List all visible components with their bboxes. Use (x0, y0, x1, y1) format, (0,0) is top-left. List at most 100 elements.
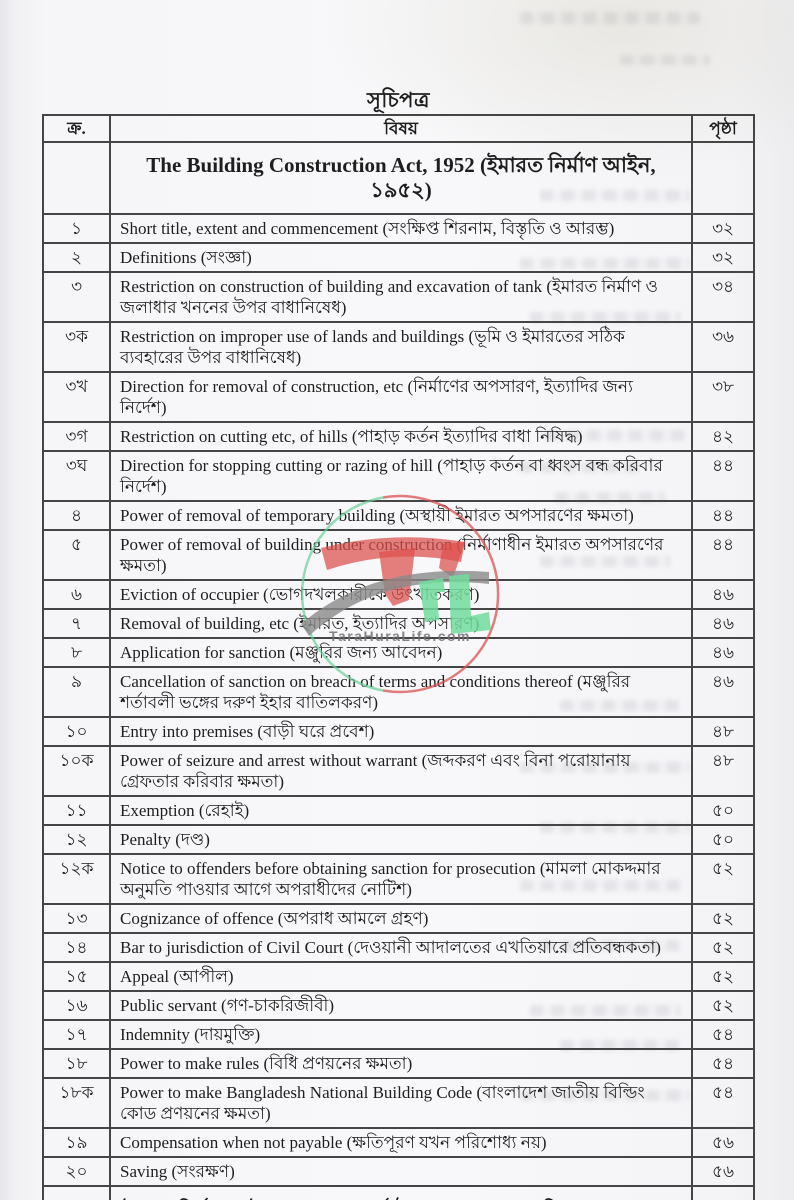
row-serial: ১০ক (42, 745, 111, 797)
act-title-page-cell (691, 141, 755, 215)
toc-row: ১২ Penalty (দণ্ড) ৫০ (42, 824, 755, 855)
row-page: ৪৪ (691, 529, 755, 581)
row-subject: Restriction on improper use of lands and… (109, 321, 693, 373)
col-header-subject: বিষয় (109, 114, 693, 143)
row-serial: ৭ (42, 608, 111, 639)
row-page: ৫৬ (691, 1156, 755, 1187)
row-serial: ১৭ (42, 1019, 111, 1050)
toc-footer-row: ইমারত নির্মাণ আইন, ১৯৫২ সম্পর্কে উচ্চতর … (42, 1185, 755, 1200)
row-subject: Application for sanction (মঞ্জুরির জন্য … (109, 637, 693, 668)
row-serial: ৩ (42, 271, 111, 323)
toc-row: ১৮ Power to make rules (বিধি প্রণয়নের ক… (42, 1048, 755, 1079)
row-serial: ৪ (42, 500, 111, 531)
row-page: ৩২ (691, 242, 755, 273)
row-page: ৩৬ (691, 321, 755, 373)
row-page: ৫২ (691, 990, 755, 1021)
toc-row: ২০ Saving (সংরক্ষণ) ৫৬ (42, 1156, 755, 1187)
row-page: ৪৮ (691, 716, 755, 747)
row-serial: ১৫ (42, 961, 111, 992)
toc-row: ১৬ Public servant (গণ-চাকরিজীবী) ৫২ (42, 990, 755, 1021)
row-subject: Notice to offenders before obtaining san… (109, 853, 693, 905)
toc-row: ১১ Exemption (রেহাই) ৫০ (42, 795, 755, 826)
row-serial: ২০ (42, 1156, 111, 1187)
toc-row: ৭ Removal of building, etc (ইমারত, ইত্যা… (42, 608, 755, 639)
row-subject: Entry into premises (বাড়ী ঘরে প্রবেশ) (109, 716, 693, 747)
toc-row: ১৫ Appeal (আপীল) ৫২ (42, 961, 755, 992)
act-title-row: The Building Construction Act, 1952 (ইমা… (42, 141, 755, 215)
row-page: ৫২ (691, 961, 755, 992)
toc-header-row: ক্র. বিষয় পৃষ্ঠা (42, 114, 755, 143)
row-subject: Power to make Bangladesh National Buildi… (109, 1077, 693, 1129)
row-subject: Penalty (দণ্ড) (109, 824, 693, 855)
row-serial: ৬ (42, 579, 111, 610)
row-serial: ৩ঘ (42, 450, 111, 502)
row-page: ৫৪ (691, 1077, 755, 1129)
row-serial: ১২ক (42, 853, 111, 905)
act-title: The Building Construction Act, 1952 (ইমা… (109, 141, 693, 215)
row-subject: Compensation when not payable (ক্ষতিপূরণ… (109, 1127, 693, 1158)
toc-row: ১০ Entry into premises (বাড়ী ঘরে প্রবেশ… (42, 716, 755, 747)
row-page: ৪২ (691, 421, 755, 452)
row-subject: Definitions (সংজ্ঞা) (109, 242, 693, 273)
row-serial: ৯ (42, 666, 111, 718)
toc-row: ৩ক Restriction on improper use of lands … (42, 321, 755, 373)
row-serial: ১৪ (42, 932, 111, 963)
row-serial: ৮ (42, 637, 111, 668)
row-serial: ১৯ (42, 1127, 111, 1158)
row-subject: Cancellation of sanction on breach of te… (109, 666, 693, 718)
row-page: ৩২ (691, 213, 755, 244)
row-serial: ৫ (42, 529, 111, 581)
row-page: ৫৪ (691, 1048, 755, 1079)
row-subject: Saving (সংরক্ষণ) (109, 1156, 693, 1187)
row-page: ৪৬ (691, 608, 755, 639)
toc-row: ৩খ Direction for removal of construction… (42, 371, 755, 423)
col-header-serial: ক্র. (42, 114, 111, 143)
row-subject: Direction for removal of construction, e… (109, 371, 693, 423)
row-subject: Power of removal of building under const… (109, 529, 693, 581)
row-subject: Restriction on construction of building … (109, 271, 693, 323)
row-serial: ১১ (42, 795, 111, 826)
row-page: ৫৬ (691, 1127, 755, 1158)
row-page: ৩৮ (691, 371, 755, 423)
row-subject: Power of removal of temporary building (… (109, 500, 693, 531)
col-header-page: পৃষ্ঠা (691, 114, 755, 143)
toc-row: ১৭ Indemnity (দায়মুক্তি) ৫৪ (42, 1019, 755, 1050)
toc-row: ১৪ Bar to jurisdiction of Civil Court (দ… (42, 932, 755, 963)
footer-page: ৫৭ (691, 1185, 755, 1200)
row-page: ৪৬ (691, 637, 755, 668)
page-title: সূচিপত্র (367, 88, 430, 112)
bleedthrough-smudge (520, 12, 700, 24)
row-serial: ৩খ (42, 371, 111, 423)
row-serial: ২ (42, 242, 111, 273)
toc-row: ৬ Eviction of occupier (ভোগদখলকারীকে উৎখ… (42, 579, 755, 610)
row-serial: ১২ (42, 824, 111, 855)
row-page: ৫২ (691, 853, 755, 905)
toc-row: ১৮ক Power to make Bangladesh National Bu… (42, 1077, 755, 1129)
row-page: ৪৪ (691, 500, 755, 531)
row-serial: ৩ক (42, 321, 111, 373)
footer-subject: ইমারত নির্মাণ আইন, ১৯৫২ সম্পর্কে উচ্চতর … (109, 1185, 693, 1200)
row-page: ৩৪ (691, 271, 755, 323)
toc-row: ২ Definitions (সংজ্ঞা) ৩২ (42, 242, 755, 273)
row-page: ৫০ (691, 795, 755, 826)
row-page: ৫২ (691, 932, 755, 963)
toc-row: ১৯ Compensation when not payable (ক্ষতিপ… (42, 1127, 755, 1158)
toc-row: ১৩ Cognizance of offence (অপরাধ আমলে গ্র… (42, 903, 755, 934)
toc-row: ৪ Power of removal of temporary building… (42, 500, 755, 531)
toc-row: ৮ Application for sanction (মঞ্জুরির জন্… (42, 637, 755, 668)
row-page: ৪৪ (691, 450, 755, 502)
row-subject: Removal of building, etc (ইমারত, ইত্যাদি… (109, 608, 693, 639)
row-subject: Power to make rules (বিধি প্রণয়নের ক্ষম… (109, 1048, 693, 1079)
row-serial: ১০ (42, 716, 111, 747)
row-subject: Exemption (রেহাই) (109, 795, 693, 826)
row-serial: ১ (42, 213, 111, 244)
row-subject: Public servant (গণ-চাকরিজীবী) (109, 990, 693, 1021)
row-serial: ৩গ (42, 421, 111, 452)
toc-row: ৯ Cancellation of sanction on breach of … (42, 666, 755, 718)
toc-row: ৩ Restriction on construction of buildin… (42, 271, 755, 323)
row-page: ৫২ (691, 903, 755, 934)
row-subject: Short title, extent and commencement (সং… (109, 213, 693, 244)
row-serial: ১৮ (42, 1048, 111, 1079)
row-subject: Direction for stopping cutting or razing… (109, 450, 693, 502)
